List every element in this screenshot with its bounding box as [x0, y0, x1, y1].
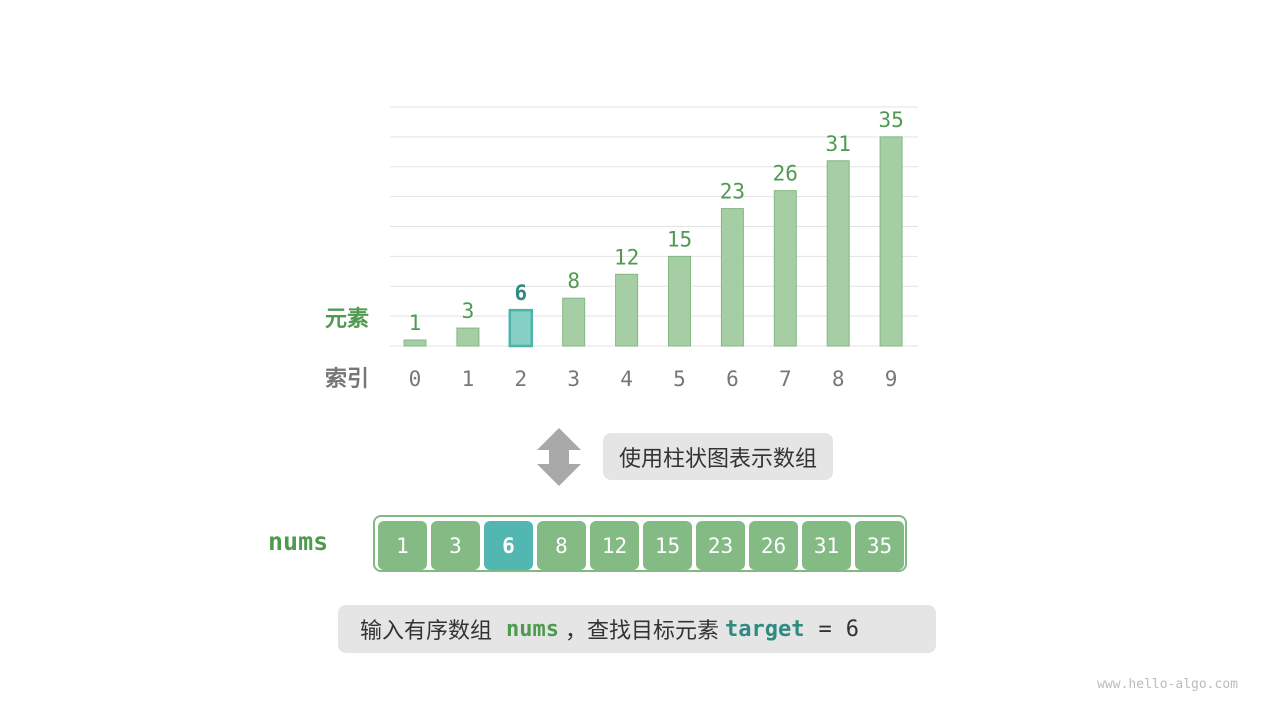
x-axis-label: 索引: [325, 367, 370, 392]
bar-value-label: 12: [614, 245, 639, 269]
x-tick-label: 3: [567, 367, 580, 391]
bar: [879, 136, 903, 347]
x-tick-label: 1: [462, 367, 475, 391]
bar-value-label: 26: [773, 162, 798, 186]
bar: [456, 327, 480, 347]
bar-value-label: 8: [567, 269, 580, 293]
array-cell: 35: [855, 521, 904, 570]
bar: [826, 160, 850, 347]
target-code: target: [725, 616, 805, 642]
x-tick-label: 7: [779, 367, 792, 391]
bar-value-label: 3: [462, 299, 475, 323]
array-cell: 1: [378, 521, 427, 570]
watermark: www.hello-algo.com: [1097, 677, 1238, 692]
array-name: nums: [268, 527, 329, 556]
array-cell: 15: [643, 521, 692, 570]
nums-code: nums: [506, 616, 559, 642]
bar: [403, 339, 427, 347]
array-cell: 3: [431, 521, 480, 570]
x-tick-label: 5: [673, 367, 686, 391]
bar: [508, 308, 534, 348]
x-tick-label: 9: [885, 367, 898, 391]
array-cell: 31: [802, 521, 851, 570]
bar: [562, 297, 586, 347]
target-value: 6: [845, 616, 859, 642]
bar-value-label: 31: [826, 132, 851, 156]
array-cell: 23: [696, 521, 745, 570]
bar: [615, 273, 639, 347]
x-tick-label: 0: [409, 367, 422, 391]
caption: 使用柱状图表示数组: [603, 433, 834, 480]
array-cell: 12: [590, 521, 639, 570]
x-tick-label: 6: [726, 367, 739, 391]
array-cell: 6: [484, 521, 533, 570]
bar-value-label: 15: [667, 227, 692, 251]
prefix-text: 输入有序数组: [360, 619, 493, 644]
bar-value-label: 1: [409, 311, 422, 335]
array-container: 1 3 6 8 12 15 23 26 31 35: [373, 515, 907, 572]
bar-value-label: 6: [514, 281, 527, 305]
equals-sign: =: [818, 616, 832, 642]
y-axis-label: 元素: [325, 307, 370, 332]
bar: [668, 255, 691, 347]
x-tick-label: 4: [620, 367, 633, 391]
problem-statement: 输入有序数组 nums ，查找目标元素 target = 6: [338, 605, 936, 653]
array-cell: 8: [537, 521, 586, 570]
array-cell: 26: [749, 521, 798, 570]
double-arrow-vertical-icon: [537, 428, 581, 486]
bar: [773, 190, 797, 347]
bar-value-label: 23: [720, 180, 745, 204]
bar: [720, 208, 744, 347]
middle-text: ，查找目标元素: [565, 619, 720, 644]
bar-value-label: 35: [878, 108, 903, 132]
x-tick-label: 2: [514, 367, 527, 391]
x-tick-label: 8: [832, 367, 845, 391]
